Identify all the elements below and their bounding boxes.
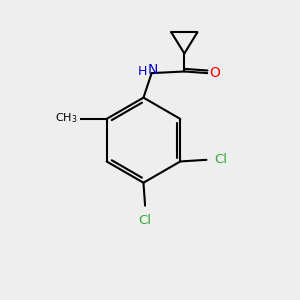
Text: Cl: Cl: [139, 214, 152, 227]
Text: N: N: [148, 64, 158, 77]
Text: CH$_3$: CH$_3$: [55, 111, 77, 125]
Text: O: O: [209, 66, 220, 80]
Text: Cl: Cl: [214, 153, 228, 166]
Text: H: H: [138, 65, 147, 78]
